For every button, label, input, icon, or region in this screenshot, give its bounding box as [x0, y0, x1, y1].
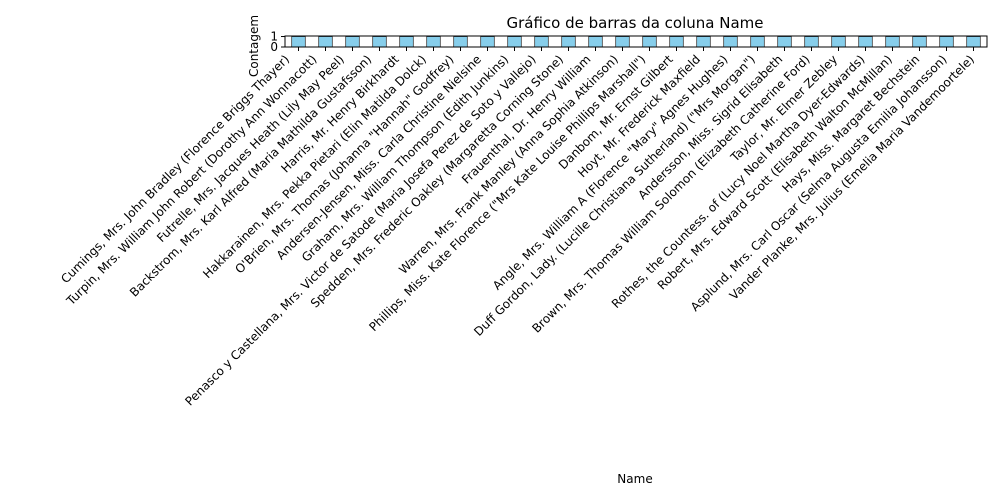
bar-15	[696, 36, 711, 48]
bar-6	[453, 36, 468, 48]
bar-9	[534, 36, 549, 48]
bar-1	[318, 36, 333, 48]
bar-23	[912, 36, 927, 48]
bar-21	[858, 36, 873, 48]
bar-8	[507, 36, 522, 48]
x-axis-label: Name	[617, 472, 652, 486]
y-tick-label-0: 0	[270, 40, 278, 54]
bar-18	[777, 36, 792, 48]
bars-group	[291, 36, 981, 48]
bar-13	[642, 36, 657, 48]
bar-7	[480, 36, 495, 48]
bar-5	[426, 36, 441, 48]
bar-16	[723, 36, 738, 48]
bar-17	[750, 36, 765, 48]
bar-20	[831, 36, 846, 48]
bar-19	[804, 36, 819, 48]
axes-group	[284, 35, 988, 48]
x-tick-label-1: Turpin, Mrs. William John Robert (Doroth…	[63, 52, 319, 308]
bar-11	[588, 36, 603, 48]
bar-22	[885, 36, 900, 48]
bar-10	[561, 36, 576, 48]
y-tick-label-1: 1	[270, 30, 278, 44]
plot-frame	[284, 35, 988, 48]
y-axis-label: Contagem	[247, 15, 261, 77]
x-tick-labels: Cumings, Mrs. John Bradley (Florence Bri…	[58, 47, 977, 409]
bar-12	[615, 36, 630, 48]
bar-14	[669, 36, 684, 48]
bar-2	[345, 36, 360, 48]
bar-4	[399, 36, 414, 48]
bar-24	[939, 36, 954, 48]
y-tick-labels: 01	[270, 30, 285, 54]
chart-title: Gráfico de barras da coluna Name	[507, 14, 764, 32]
bar-25	[966, 36, 981, 48]
bar-3	[372, 36, 387, 48]
bar-0	[291, 36, 306, 48]
